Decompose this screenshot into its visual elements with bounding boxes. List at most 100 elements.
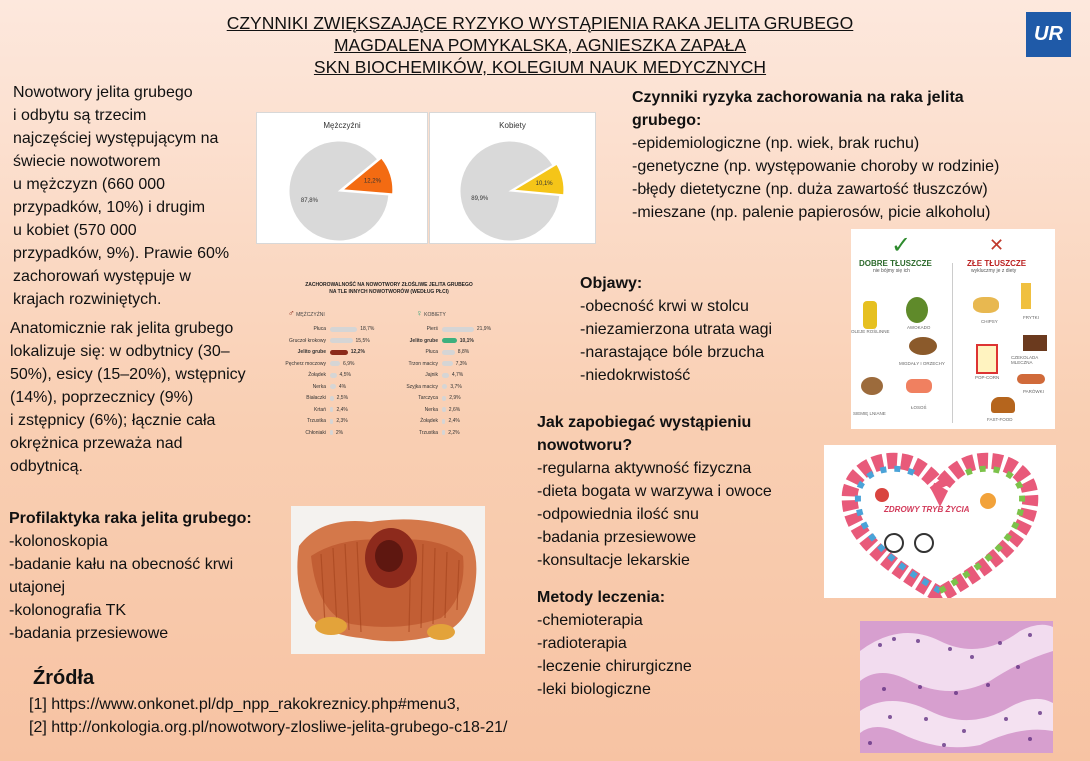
intro-line: krajach rozwiniętych. xyxy=(13,291,162,308)
infographic-row-value: 2,3% xyxy=(336,418,348,424)
bad-item-label: FRYTKI xyxy=(1023,315,1039,320)
anatomy-line: lokalizuje się: w odbytnicy (30– xyxy=(10,343,230,360)
infographic-row-value: 2,9% xyxy=(449,395,461,401)
symptoms-title: Objawy: xyxy=(580,275,643,292)
symptom-item: -niedokrwistość xyxy=(580,367,691,384)
infographic-bar xyxy=(330,349,348,355)
sausage-icon xyxy=(1017,374,1045,384)
prevention-item: -konsultacje lekarskie xyxy=(537,552,690,569)
pie-chart-men: Mężczyźni 87,8% 12,2% xyxy=(256,112,428,244)
healthy-lifestyle-heart: ZDROWY TRYB ŻYCIA xyxy=(824,445,1056,605)
infographic-row-name: Płuca xyxy=(313,326,326,332)
infographic-row-name: Szyjka macicy xyxy=(406,383,438,390)
good-item-label: SIEMIĘ LNIANE xyxy=(853,411,886,416)
infographic-bar xyxy=(330,326,358,332)
infographic-row-value: 2,4% xyxy=(448,418,460,424)
infographic-bar xyxy=(330,338,353,343)
infographic-heading-1: ZACHOROWALNOŚĆ NA NOWOTWORY ZŁOŚLIWE JEL… xyxy=(305,282,473,288)
check-icon: ✓ xyxy=(891,232,912,259)
risk-title-2: grubego: xyxy=(632,112,702,129)
prevention-item: -badania przesiewowe xyxy=(537,529,697,546)
bad-item-label: POP-CORN xyxy=(975,375,1000,380)
prevention-title-1: Jak zapobiegać wystąpieniu xyxy=(537,414,752,431)
source-link[interactable]: [2] http://onkologia.org.pl/nowotwory-zl… xyxy=(29,719,508,736)
anatomy-line: okrężnica przeważa nad xyxy=(10,435,183,452)
infographic-bar xyxy=(330,418,334,424)
female-symbol-icon: ♀ xyxy=(416,308,423,318)
infographic-row-name: Krtań xyxy=(314,406,326,413)
good-fats-title: DOBRE TŁUSZCZE xyxy=(859,259,932,268)
university-logo: UR xyxy=(1026,12,1071,57)
infographic-bar xyxy=(330,384,336,389)
treatment-item: -chemioterapia xyxy=(537,612,643,629)
infographic-bar xyxy=(330,395,334,401)
prevention-title-2: nowotworu? xyxy=(537,437,633,454)
cross-icon: ✕ xyxy=(989,235,1005,255)
pie-title-women: Kobiety xyxy=(499,121,526,130)
intro-line: Nowotwory jelita grubego xyxy=(13,84,193,101)
prophylaxis-item: -badanie kału na obecność krwi xyxy=(9,556,234,573)
anatomy-line: Anatomicznie rak jelita grubego xyxy=(10,320,234,337)
pie-slice-colorectal xyxy=(341,157,394,195)
infographic-row-value: 2,5% xyxy=(336,395,349,401)
infographic-row-value: 6,9% xyxy=(343,360,355,367)
infographic-row-name: Gruczoł krokowy xyxy=(289,337,326,344)
infographic-row-value: 2,4% xyxy=(336,406,348,413)
women-column-label: ♀ KOBIETY xyxy=(416,308,446,318)
colon-specimen-photo xyxy=(291,506,485,654)
infographic-row-name: Trzustka xyxy=(307,418,326,424)
heart-illustration xyxy=(841,452,1039,605)
infographic-bar xyxy=(330,407,334,412)
risk-item: -mieszane (np. palenie papierosów, picie… xyxy=(632,204,991,221)
infographic-bar xyxy=(442,407,446,412)
good-item-label: AWOKADO xyxy=(907,325,931,330)
infographic-row-name: Tarczyca xyxy=(418,395,438,401)
infographic-bar xyxy=(442,384,448,389)
infographic-row-value: 7,3% xyxy=(455,360,468,367)
divider xyxy=(952,263,953,423)
infographic-row-value: 21,9% xyxy=(476,326,492,332)
good-item-label: ŁOSOŚ xyxy=(911,405,927,410)
infographic-row-name: Nerka xyxy=(424,406,438,413)
bad-fats-sub: wykluczmy je z diety xyxy=(971,268,1017,274)
good-item-label: MIGDAŁY I ORZECHY xyxy=(899,361,945,366)
incidence-infographic: ZACHOROWALNOŚĆ NA NOWOTWORY ZŁOŚLIWE JEL… xyxy=(278,282,500,450)
infographic-row-value: 15,5% xyxy=(355,337,370,344)
sources-list: [1] https://www.onkonet.pl/dp_npp_rakokr… xyxy=(29,693,589,739)
salmon-icon xyxy=(906,379,932,393)
pie-svg-men: 87,8% 12,2% xyxy=(288,140,394,242)
nuts-icon xyxy=(909,337,937,355)
pie-svg-women: 89,9% 10,1% xyxy=(459,140,565,242)
anatomy-line: odbytnicą. xyxy=(10,458,83,475)
risk-item: -epidemiologiczne (np. wiek, brak ruchu) xyxy=(632,135,920,152)
infographic-bar xyxy=(442,361,453,366)
intro-text: Nowotwory jelita grubego i odbytu są trz… xyxy=(13,81,258,311)
symptoms-section: Objawy: -obecność krwi w stolcu -niezami… xyxy=(580,272,840,387)
prevention-item: -odpowiednia ilość snu xyxy=(537,506,699,523)
treatment-section: Metody leczenia: -chemioterapia -radiote… xyxy=(537,586,797,701)
popcorn-icon xyxy=(976,344,998,374)
risk-item: -genetyczne (np. występowanie choroby w … xyxy=(632,158,1000,175)
bad-item-label: CHIPSY xyxy=(981,319,998,324)
pie-slice-other xyxy=(459,140,561,242)
histology-image xyxy=(860,621,1053,753)
infographic-row-value: 10,1% xyxy=(459,337,474,344)
treatment-item: -leki biologiczne xyxy=(537,681,651,698)
anatomy-line: 50%), esicy (15–20%), wstępnicy xyxy=(10,366,246,383)
flaxseed-icon xyxy=(861,377,883,395)
source-link[interactable]: [1] https://www.onkonet.pl/dp_npp_rakokr… xyxy=(29,696,461,713)
title-line-2: MAGDALENA POMYKALSKA, AGNIESZKA ZAPAŁA xyxy=(333,35,747,55)
pie-title-men: Mężczyźni xyxy=(323,121,361,130)
infographic-row-value: 2,6% xyxy=(448,406,461,413)
infographic-heading-2: NA TLE INNYCH NOWOTWORÓW (WEDŁUG PŁCI) xyxy=(329,289,449,295)
pie-slice-colorectal xyxy=(512,163,565,196)
intro-line: najczęściej występującym na xyxy=(13,130,219,147)
good-fats-sub: nie bójmy się ich xyxy=(873,268,910,274)
pie-data-label: 89,9% xyxy=(471,196,489,202)
infographic-bar xyxy=(330,361,341,366)
infographic-row-name: Jelito grube xyxy=(409,337,438,344)
infographic-row-name: Trzustka xyxy=(419,429,438,436)
men-label: MĘŻCZYŹNI xyxy=(296,312,325,318)
infographic-row-value: 2,2% xyxy=(448,429,460,436)
bad-item-label: PARÓWKI xyxy=(1023,389,1044,394)
